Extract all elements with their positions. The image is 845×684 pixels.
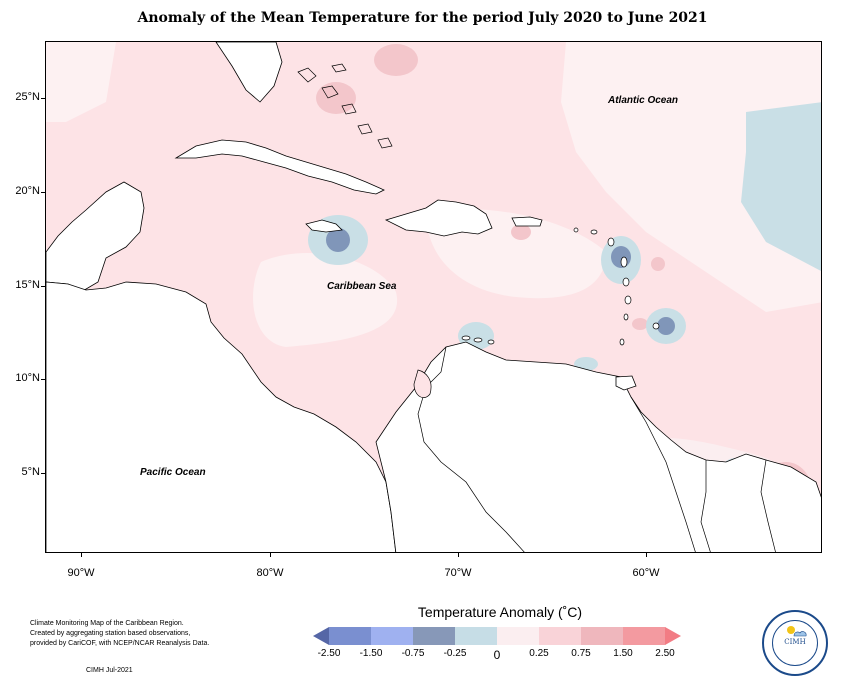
color-bar-label: -2.50 [317, 648, 341, 659]
lon-tick-label: 80°W [256, 567, 284, 579]
anomaly-warm-pr [511, 224, 531, 240]
land-lesser-antilles [573, 227, 660, 346]
credits-stamp: CIMH Jul-2021 [86, 667, 133, 674]
lon-tick-label: 70°W [444, 567, 472, 579]
color-bar-segment [581, 627, 624, 645]
anomaly-neutral-atlantic [561, 42, 821, 312]
land-south-america [375, 341, 821, 552]
border-colombia-venezuela [417, 346, 525, 552]
anomaly-warm-florida [374, 44, 418, 76]
lon-tick [458, 553, 459, 557]
border-suriname-guiana [760, 459, 776, 552]
label-pacific-ocean: Pacific Ocean [140, 467, 206, 478]
credits-line: Climate Monitoring Map of the Caribbean … [30, 620, 184, 627]
anomaly-cool-stvincent-inner [657, 317, 675, 335]
land-jamaica [305, 219, 343, 233]
credits-line: Created by aggregating station based obs… [30, 630, 191, 637]
anomaly-neutral-caribbean [253, 253, 398, 347]
logo-ring [772, 620, 818, 666]
lon-tick [270, 553, 271, 557]
lat-tick-label: 20°N [15, 185, 40, 197]
lat-tick-label: 5°N [21, 466, 40, 478]
lat-tick [41, 98, 45, 99]
color-bar-label: -0.75 [401, 648, 425, 659]
anomaly-warm-bahamas [316, 82, 356, 114]
color-bar-label: 2.50 [655, 648, 675, 659]
border-guyana-suriname [700, 460, 711, 552]
anomaly-cool-atlantic [741, 102, 821, 271]
color-bar-segment [329, 627, 372, 645]
legend-title: Temperature Anomaly (˚C) [417, 604, 583, 620]
lat-tick [41, 192, 45, 193]
anomaly-warm-barbados [632, 318, 648, 330]
credits-block: Climate Monitoring Map of the Caribbean … [30, 619, 230, 649]
map-panel[interactable]: Atlantic Ocean Caribbean Sea Pacific Oce… [45, 41, 822, 553]
lat-tick [41, 286, 45, 287]
lat-tick [41, 379, 45, 380]
label-caribbean-sea: Caribbean Sea [327, 281, 397, 292]
anomaly-warm-islands [651, 257, 665, 271]
lat-tick-label: 10°N [15, 372, 40, 384]
anomaly-field [46, 42, 821, 552]
color-bar-segment [497, 627, 540, 645]
color-bar-segment [371, 627, 414, 645]
color-bar-segment [623, 627, 666, 645]
color-bar-segment [539, 627, 582, 645]
color-bar-left-arrow [313, 627, 329, 645]
credits-line: provided by CariCOF, with NCEP/NCAR Rean… [30, 640, 210, 647]
land-abc-islands [461, 335, 495, 345]
color-bar-label: 0.75 [571, 648, 591, 659]
anomaly-cool-jamaica-inner [326, 228, 350, 252]
lat-tick-label: 25°N [15, 91, 40, 103]
lon-tick [81, 553, 82, 557]
lake-maracaibo [413, 369, 432, 398]
land-bahamas [297, 63, 393, 149]
color-bar-label: 0 [493, 648, 501, 662]
cimh-logo: CIMH [762, 610, 828, 676]
land-florida [215, 42, 283, 103]
land-trinidad [615, 375, 637, 391]
land-hispaniola [384, 199, 493, 237]
lon-tick-label: 60°W [632, 567, 660, 579]
color-bar-segment [455, 627, 498, 645]
lat-tick-label: 15°N [15, 279, 40, 291]
lon-tick-label: 90°W [67, 567, 95, 579]
logo-text: CIMH [784, 638, 806, 646]
lon-tick [646, 553, 647, 557]
border-venezuela-guyana [630, 396, 696, 552]
color-bar-label: -0.25 [443, 648, 467, 659]
color-bar-segment [413, 627, 456, 645]
color-bar-label: -1.50 [359, 648, 383, 659]
color-bar-right-arrow [665, 627, 681, 645]
color-bar-label: 1.50 [613, 648, 633, 659]
sun-cloud-logo-icon [787, 626, 807, 637]
land-cuba [174, 139, 385, 195]
lat-tick [41, 473, 45, 474]
color-bar [313, 627, 681, 645]
map-title: Anomaly of the Mean Temperature for the … [137, 10, 708, 26]
color-bar-label: 0.25 [529, 648, 549, 659]
land-puerto-rico [511, 216, 543, 227]
anomaly-neutral-gulf [46, 42, 116, 122]
label-atlantic-ocean: Atlantic Ocean [608, 95, 679, 106]
